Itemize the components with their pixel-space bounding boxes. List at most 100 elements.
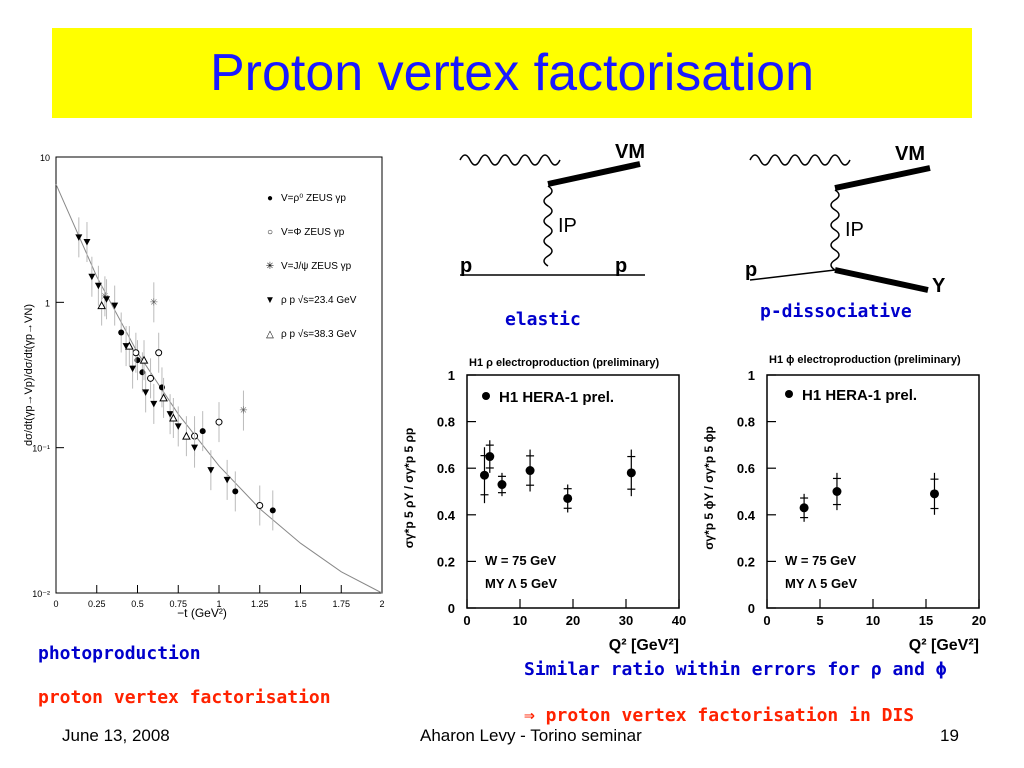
data-point [479,470,489,480]
data-point [132,349,140,357]
caption-dis-factorisation: ⇒ proton vertex factorisation in DIS [524,705,915,726]
page-number: 19 [940,726,959,745]
legend-marker [482,392,490,400]
data-point [103,296,111,303]
fit-curve-line [55,183,383,594]
x-tick-label: 0 [463,613,470,628]
x-tick-label: 0 [763,613,770,628]
data-point [174,423,182,430]
annotation-w: W = 75 GeV [785,553,856,568]
annotation-my: MY Λ 5 GeV [485,576,557,591]
x-tick-label: 1.5 [294,599,307,609]
legend: ● V=ρ⁰ ZEUS γp ○ V=Φ ZEUS γp ✳ V=J/ψ ZEUS γp ▼… [265,193,357,340]
data-points [479,440,636,513]
x-tick-label: 40 [672,613,686,628]
data-point [75,234,83,241]
data-point [94,282,102,290]
legend-symbol: ✳ [266,261,274,272]
plot-frame [766,374,980,609]
legend-symbol: ● [267,193,273,204]
data-point [497,480,507,490]
elastic-diagram: VM IP p p [459,141,645,277]
y-axis-label: σγ*p 5 ρY / σγ*p 5 ρp [402,428,416,548]
data-point [223,476,231,484]
photon-line [749,154,851,166]
x-tick-label: 1 [216,599,221,609]
y-tick-label: 0 [448,601,455,616]
legend-entry: V=ρ⁰ ZEUS γp [281,193,346,204]
p-dissociative-diagram: VM IP p Y [745,143,946,297]
data-point [215,418,223,426]
data-point [207,467,215,474]
legend-symbol: △ [266,329,274,340]
pomeron-label: IP [558,215,577,237]
data-point [88,273,96,281]
x-tick-label: 0 [53,599,58,609]
y-label: Y [932,275,946,297]
proton-line [749,269,836,281]
data-point [182,431,191,440]
y-tick-label: 0.6 [437,461,455,476]
data-point [150,400,158,408]
pomeron-line [543,185,553,267]
annotation-my: MY Λ 5 GeV [785,576,857,591]
legend-entry: ρ p √s=38.3 GeV [281,328,357,340]
y-tick-label: 0.2 [737,554,755,569]
feynman-diagrams: VM IP p p VM IP p Y [459,141,946,297]
elastic-label: elastic [505,309,581,330]
data-point [191,444,199,452]
h1-phi-ratio-chart: H1 ϕ electroproduction (preliminary) 0 0.… [702,354,986,654]
vm-line [547,161,641,187]
data-point [199,428,206,435]
caption-photoproduction: photoproduction [38,643,201,664]
data-point [485,452,495,462]
data-point [799,503,809,513]
data-point [97,301,106,310]
x-tick-label: 0.5 [131,599,144,609]
y-tick-label: 0.4 [437,508,456,523]
annotation-w: W = 75 GeV [485,553,556,568]
caption-left-factorisation: proton vertex factorisation [38,687,331,708]
chart-title: H1 ϕ electroproduction (preliminary) [769,354,961,366]
data-point [125,341,134,350]
x-tick-label: 1.25 [251,599,269,609]
vm-label: VM [895,143,925,165]
y-tick-label: 10⁻¹ [32,444,50,454]
data-point [83,239,91,246]
y-tick-label: 0.4 [737,508,756,523]
data-point [159,393,168,402]
data-point [147,374,155,382]
data-point [525,466,535,476]
data-point: ✳ [239,406,247,417]
vm-label: VM [615,141,645,163]
data-point [166,411,174,418]
y-tick-label: 10⁻² [32,589,50,599]
data-point [118,329,125,336]
x-axis-label: Q² [GeV²] [609,637,679,654]
legend-text: H1 HERA-1 prel. [499,389,614,406]
x-axis-label: −t (GeV²) [177,606,227,620]
data-point [139,355,149,364]
data-point [929,489,939,499]
y-tick-label: 0.6 [737,461,755,476]
data-points [799,472,939,522]
y-axis-label: σγ*p 5 ϕY / σγ*p 5 ϕp [702,426,716,550]
y-tick-label: 1 [45,298,50,308]
data-point [269,507,276,514]
plot-frame [466,374,680,609]
fit-curve [55,183,383,594]
photon-line [459,154,561,166]
data-points: ✳ ✳ ✳ [75,217,276,531]
data-point [232,488,239,495]
x-tick-label: 2 [379,599,384,609]
data-point [111,302,119,310]
p-out-label: p [615,255,627,277]
x-tick-labels: 0 10 20 30 40 [463,599,686,628]
vm-line [834,165,931,191]
y-axis-label: dσ/dt(γp→Vp)/dσ/dt(γp→VN) [23,304,35,446]
h1-rho-ratio-chart: H1 ρ electroproduction (preliminary) 0 0.… [402,357,686,654]
y-tick-labels: 0 0.2 0.4 0.6 0.8 1 [737,368,776,616]
x-tick-label: 20 [972,613,986,628]
plot-frame [55,156,383,594]
